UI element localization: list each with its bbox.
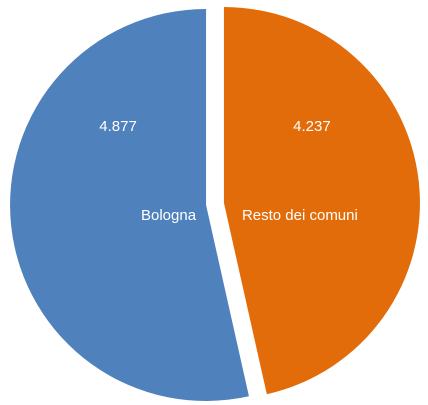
pie-value-label: 4.877	[99, 118, 137, 135]
pie-category-label: Resto dei comuni	[242, 207, 358, 224]
pie-slice-bologna	[10, 8, 249, 401]
pie-category-label: Bologna	[141, 207, 197, 224]
pie-value-label: 4.237	[293, 118, 331, 135]
pie-slices	[10, 7, 420, 401]
pie-labels: 4.877 Bologna 4.237 Resto dei comuni	[99, 118, 358, 224]
pie-slice-resto-dei-comuni	[223, 7, 420, 395]
